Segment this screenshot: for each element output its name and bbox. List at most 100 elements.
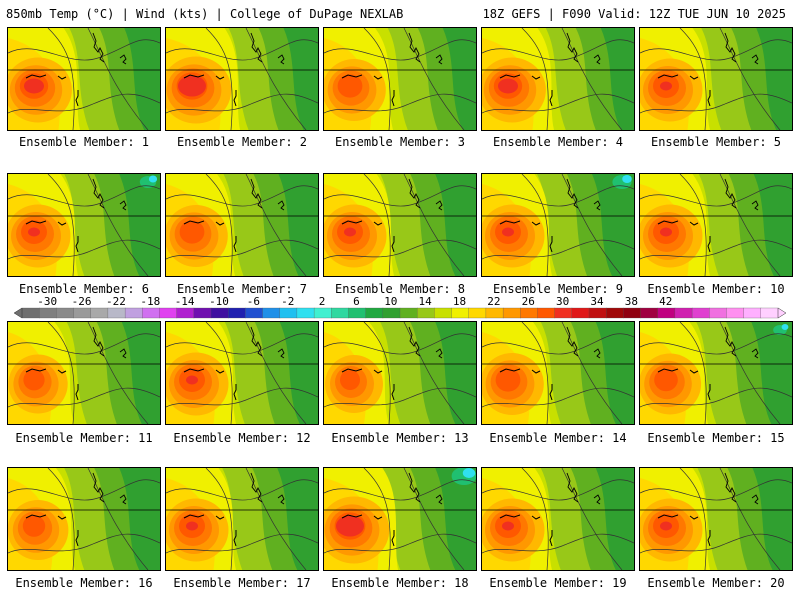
ensemble-member-label: Ensemble Member: 5 — [650, 135, 782, 149]
colorbar-segment — [468, 307, 487, 319]
colorbar-segment — [760, 307, 779, 319]
colorbar-segment — [502, 307, 521, 319]
colorbar-segment — [176, 307, 195, 319]
temperature-field — [482, 322, 634, 424]
temperature-field — [482, 174, 634, 276]
colorbar-segment — [39, 307, 57, 319]
colorbar-segment — [691, 307, 710, 319]
colorbar-tick-label: 18 — [452, 295, 467, 308]
colorbar-segment — [56, 307, 74, 319]
ensemble-member-label: Ensemble Member: 14 — [489, 431, 627, 445]
valid-time-label: 18Z GEFS | F090 Valid: 12Z TUE JUN 10 20… — [482, 7, 786, 21]
colorbar-segment — [124, 307, 143, 319]
colorbar-tick-label: -14 — [174, 295, 195, 308]
ensemble-member-label: Ensemble Member: 18 — [331, 576, 469, 590]
colorbar-tick-label: -22 — [105, 295, 126, 308]
temperature-field — [324, 28, 476, 130]
colorbar-right-arrow — [777, 307, 786, 319]
temperature-field — [166, 28, 318, 130]
colorbar-tick-label: 22 — [487, 295, 501, 308]
colorbar-segment — [588, 307, 607, 319]
temperature-field — [166, 468, 318, 570]
ensemble-member-map — [165, 27, 319, 131]
colorbar-segment — [382, 307, 401, 319]
ensemble-member-map — [323, 467, 477, 571]
ensemble-member-label: Ensemble Member: 12 — [173, 431, 311, 445]
temperature-field — [8, 322, 160, 424]
temperature-field — [166, 174, 318, 276]
colorbar-segment — [554, 307, 573, 319]
ensemble-member-map — [323, 321, 477, 425]
colorbar-tick-label: 2 — [318, 295, 326, 308]
colorbar-segment — [210, 307, 229, 319]
ensemble-member-label: Ensemble Member: 1 — [18, 135, 150, 149]
ensemble-member-label: Ensemble Member: 19 — [489, 576, 627, 590]
colorbar-segment — [640, 307, 659, 319]
ensemble-member-label: Ensemble Member: 17 — [173, 576, 311, 590]
colorbar-segment — [537, 307, 556, 319]
colorbar-segment — [107, 307, 126, 319]
colorbar-tick-label: 42 — [659, 295, 673, 308]
colorbar-tick-label: 26 — [521, 295, 535, 308]
ensemble-member-map — [481, 467, 635, 571]
ensemble-member-map — [165, 173, 319, 277]
temperature-field — [640, 174, 792, 276]
ensemble-member-label: Ensemble Member: 2 — [176, 135, 308, 149]
temperature-field — [166, 322, 318, 424]
ensemble-member-map — [165, 467, 319, 571]
ensemble-member-label: Ensemble Member: 9 — [492, 282, 624, 296]
ensemble-member-label: Ensemble Member: 15 — [647, 431, 785, 445]
colorbar-segment — [348, 307, 367, 319]
colorbar-segment — [417, 307, 435, 319]
colorbar-tick-label: -30 — [37, 295, 58, 308]
colorbar-segment — [726, 307, 745, 319]
colorbar-segment — [709, 307, 727, 319]
colorbar-segment — [279, 307, 298, 319]
ensemble-member-map — [639, 321, 793, 425]
colorbar-segment — [73, 307, 92, 319]
ensemble-member-map — [481, 27, 635, 131]
colorbar-segment — [142, 307, 160, 319]
chart-title: 850mb Temp (°C) | Wind (kts) | College o… — [6, 7, 404, 21]
colorbar-segment — [90, 307, 109, 319]
ensemble-member-label: Ensemble Member: 10 — [647, 282, 785, 296]
temperature-field — [482, 468, 634, 570]
colorbar-segment — [228, 307, 246, 319]
temperature-field — [8, 174, 160, 276]
colorbar-segment — [451, 307, 470, 319]
ensemble-member-label: Ensemble Member: 11 — [15, 431, 153, 445]
colorbar-tick-label: 10 — [384, 295, 398, 308]
temperature-field — [640, 322, 792, 424]
colorbar-tick-label: 6 — [353, 295, 360, 308]
ensemble-member-map — [323, 27, 477, 131]
colorbar-tick-label: 34 — [590, 295, 604, 308]
ensemble-member-map — [7, 27, 161, 131]
ensemble-member-map — [7, 467, 161, 571]
ensemble-member-label: Ensemble Member: 13 — [331, 431, 469, 445]
colorbar-segment — [399, 307, 418, 319]
colorbar-tick-label: -18 — [140, 295, 161, 308]
colorbar-segment — [485, 307, 504, 319]
ensemble-member-label: Ensemble Member: 7 — [176, 282, 308, 296]
colorbar-segment — [21, 307, 40, 319]
colorbar-segment — [365, 307, 384, 319]
ensemble-member-label: Ensemble Member: 16 — [15, 576, 153, 590]
colorbar-segment — [245, 307, 263, 319]
ensemble-member-label: Ensemble Member: 8 — [334, 282, 466, 296]
colorbar-tick-label: 14 — [418, 295, 432, 308]
colorbar-segment — [674, 307, 693, 319]
temperature-field — [8, 28, 160, 130]
colorbar-tick-label: -2 — [281, 295, 295, 308]
ensemble-member-label: Ensemble Member: 4 — [492, 135, 624, 149]
colorbar-tick-label: -10 — [209, 295, 229, 308]
ensemble-member-map — [481, 321, 635, 425]
temperature-colorbar — [14, 307, 786, 319]
ensemble-member-map — [7, 321, 161, 425]
colorbar-tick-label: -6 — [246, 295, 260, 308]
colorbar-segment — [313, 307, 332, 319]
colorbar-tick-label: -26 — [71, 295, 92, 308]
colorbar-segment — [743, 307, 762, 319]
colorbar-segment — [262, 307, 281, 319]
temperature-field — [324, 468, 476, 570]
colorbar-segment — [331, 307, 349, 319]
